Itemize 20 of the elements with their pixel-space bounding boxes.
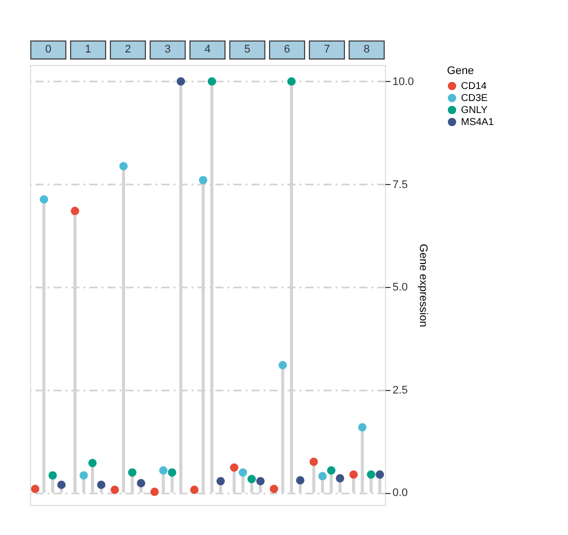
legend-label: GNLY xyxy=(461,105,488,116)
legend-label: CD3E xyxy=(461,93,488,104)
x-tick-label: 5 xyxy=(244,44,250,56)
x-tick-label: 1 xyxy=(85,44,92,56)
y-tick-label: 0.0 xyxy=(392,487,408,500)
y-tick-label: 10.0 xyxy=(392,76,414,88)
x-tick-label: 6 xyxy=(284,44,290,56)
x-tick-label: 8 xyxy=(364,44,370,56)
x-tick-label: 0 xyxy=(45,44,52,56)
legend-title: Gene xyxy=(447,65,474,77)
x-tick-label: 2 xyxy=(124,44,131,56)
legend-label: MS4A1 xyxy=(461,117,494,128)
x-tick-label: 4 xyxy=(204,44,211,56)
y-tick-label: 7.5 xyxy=(392,178,408,191)
y-axis-title: Gene expression xyxy=(416,244,429,328)
y-tick-label: 2.5 xyxy=(392,384,408,396)
y-tick-label: 5.0 xyxy=(392,282,408,294)
legend-label: CD14 xyxy=(461,81,488,92)
x-tick-label: 7 xyxy=(324,44,330,56)
x-tick-label: 3 xyxy=(164,44,171,56)
